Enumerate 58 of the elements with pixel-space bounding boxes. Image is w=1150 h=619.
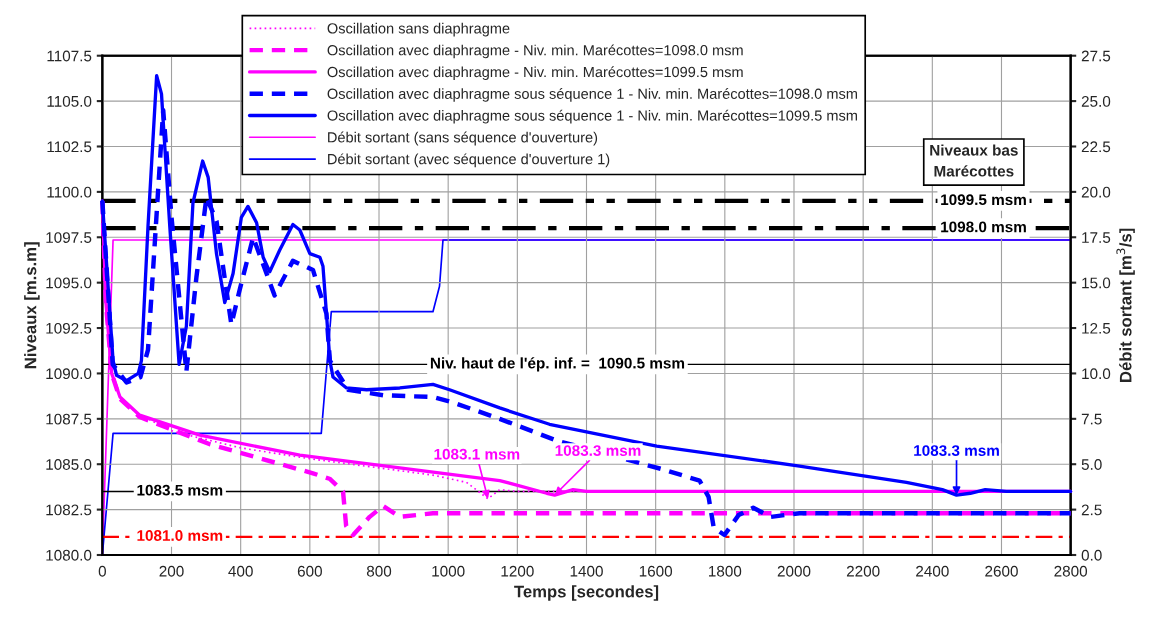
x-tick-label: 1600: [639, 565, 673, 577]
annotation: 1083.3 msm: [914, 445, 999, 456]
y2-tick-label: 15.0: [1082, 277, 1111, 289]
x-tick-label: 2600: [985, 565, 1018, 577]
y2-axis-title: Débit sortant [m$^{3}$/s]: [1116, 228, 1135, 382]
x-tick-label: 800: [366, 565, 392, 577]
y-tick-label: 1085.0: [46, 459, 92, 470]
x-tick-label: 1000: [432, 565, 465, 577]
y-tick-label: 1105.0: [47, 95, 92, 107]
legend-label: Oscillation avec diaphragme - Niv. min. Marécottes=1098.0 msm: [327, 44, 743, 59]
x-tick-label: 200: [159, 565, 184, 577]
y-tick-label: 1090.0: [46, 368, 92, 380]
x-tick-label: 2400: [916, 565, 949, 577]
y2-tick-label: 2.5: [1081, 504, 1102, 516]
legend-label: Oscillation avec diaphragme - Niv. min. Marécottes=1099.5 msm: [327, 66, 743, 81]
x-tick-label: 2000: [777, 565, 811, 577]
ref-line-label: 1098.0 msm: [941, 221, 1026, 233]
y2-tick-label: 7.5: [1081, 413, 1102, 425]
x-axis-title: Temps [secondes]: [514, 585, 659, 601]
x-tick-label: 600: [297, 565, 322, 577]
x-tick-label: 1800: [709, 565, 742, 577]
y2-tick-label: 27.5: [1081, 50, 1111, 62]
y2-tick-label: 5.0: [1081, 459, 1102, 470]
x-tick-label: 400: [228, 565, 253, 577]
y2-tick-label: 22.5: [1081, 141, 1111, 153]
y2-tick-label: 25.0: [1081, 95, 1111, 107]
annotation: 1083.3 msm: [555, 445, 641, 456]
legend-label: Oscillation sans diaphragme: [327, 22, 510, 37]
y2-tick-label: 17.5: [1082, 232, 1111, 243]
legend-label: Débit sortant (avec séquence d'ouverture 1): [328, 153, 610, 168]
ref-line-label: 1083.5 msm: [137, 484, 223, 496]
x-tick-label: 1200: [501, 565, 534, 577]
ref-line-label: Niv. haut de l'ép. inf. = 1090.5 msm: [430, 357, 685, 372]
annotation: 1083.1 msm: [434, 448, 520, 460]
x-tick-label: 2800: [1054, 565, 1088, 577]
y-tick-label: 1095.0: [46, 277, 92, 289]
annotation: Niveaux bas Marécottes: [930, 144, 1018, 177]
legend-label: Oscillation avec diaphragme sous séquence 1 - Niv. min. Marécottes=1099.5 msm: [327, 109, 857, 124]
x-tick-label: 1400: [570, 565, 603, 577]
y-tick-label: 1097.5: [46, 232, 92, 243]
y-tick-label: 1087.5: [46, 413, 92, 425]
y-axis-title: Niveaux [m.s.m]: [24, 242, 40, 369]
legend-label: Oscillation avec diaphragme sous séquence 1 - Niv. min. Marécottes=1098.0 msm: [327, 88, 857, 102]
y-tick-label: 1080.0: [46, 549, 92, 561]
y2-tick-label: 20.0: [1081, 186, 1111, 198]
ref-line-label: 1081.0 msm: [137, 530, 223, 541]
y-tick-label: 1100.0: [47, 186, 92, 198]
y-tick-label: 1107.5: [47, 50, 92, 62]
y2-tick-label: 0.0: [1081, 549, 1102, 561]
ref-line-label: 1099.5 msm: [941, 194, 1026, 206]
y2-tick-label: 10.0: [1082, 368, 1111, 380]
y-tick-label: 1082.5: [46, 504, 92, 516]
y-tick-label: 1102.5: [47, 141, 92, 153]
y-tick-label: 1092.5: [46, 322, 92, 334]
x-tick-label: 2200: [846, 565, 880, 577]
x-tick-label: 0: [98, 565, 106, 577]
legend-label: Débit sortant (sans séquence d'ouverture): [328, 131, 598, 146]
y2-tick-label: 12.5: [1082, 322, 1111, 334]
